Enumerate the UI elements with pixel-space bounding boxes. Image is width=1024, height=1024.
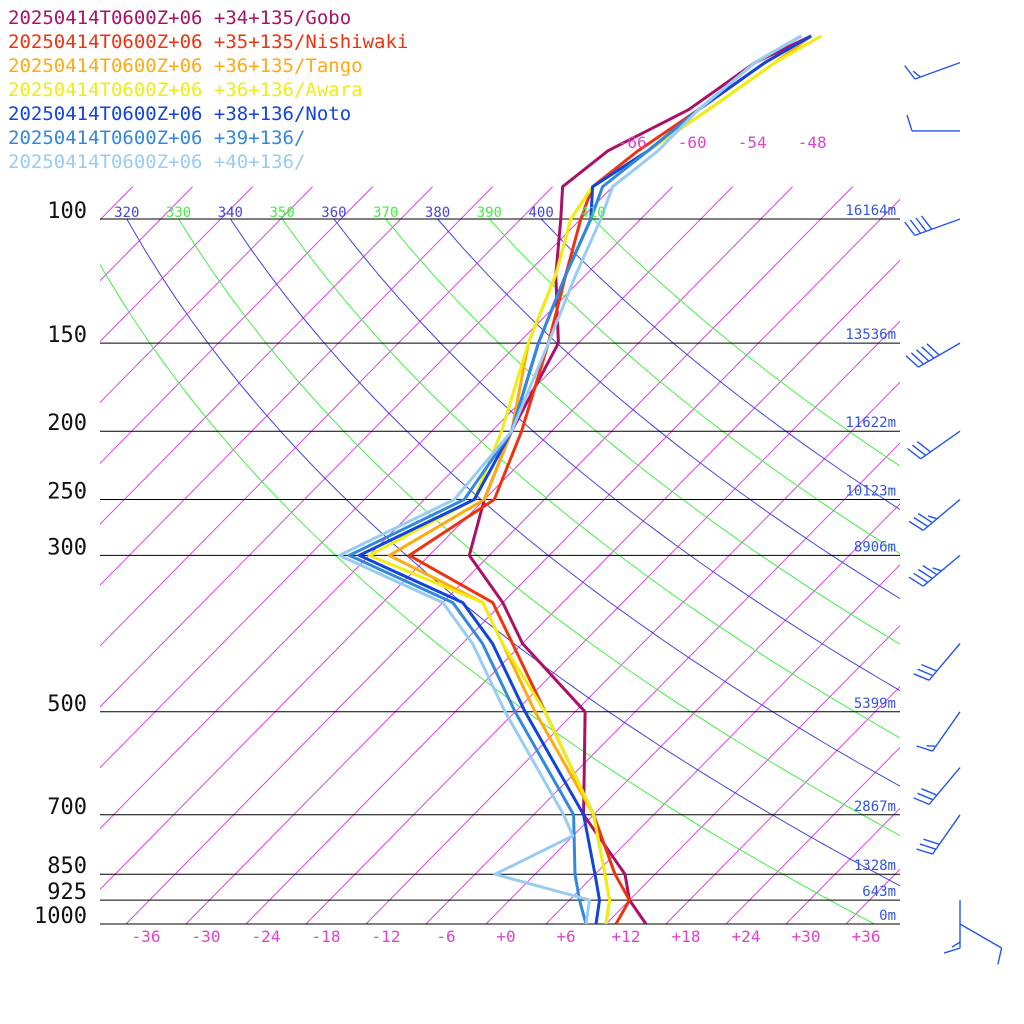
theta-label: 340 xyxy=(218,205,243,221)
theta-label: 390 xyxy=(477,205,502,221)
temperature-tick-label: -36 xyxy=(132,927,161,946)
temperature-tick-label: +30 xyxy=(792,927,821,946)
theta-label: 320 xyxy=(114,205,139,221)
pressure-label: 500 xyxy=(47,692,87,717)
isotherm-line xyxy=(100,186,433,525)
legend-entry: 20250414T0600Z+06 +35+135/Nishiwaki xyxy=(8,31,409,53)
isotherm-line xyxy=(725,746,900,924)
wind-barb xyxy=(908,554,961,587)
legend-entry: 20250414T0600Z+06 +38+136/Noto xyxy=(8,103,352,125)
isotherm-label: -54 xyxy=(738,133,767,152)
isotherm-label: -60 xyxy=(678,133,707,152)
pressure-label: 250 xyxy=(47,480,87,505)
legend-entry: 20250414T0600Z+06 +36+135/Tango xyxy=(8,55,363,77)
height-label: 10123m xyxy=(845,484,896,500)
pressure-label: 200 xyxy=(47,411,87,436)
isotherm-line xyxy=(100,186,373,465)
wind-barb xyxy=(906,114,960,132)
height-label: 13536m xyxy=(845,327,896,343)
isotherm-line xyxy=(100,186,313,404)
wind-barb xyxy=(913,643,961,681)
theta-line xyxy=(126,218,900,887)
height-label: 643m xyxy=(862,884,896,900)
height-label: 2867m xyxy=(854,799,896,815)
temperature-tick-label: -24 xyxy=(252,927,281,946)
theta-label: 360 xyxy=(321,205,346,221)
pressure-label: 925 xyxy=(47,880,87,905)
temperature-profile-line xyxy=(387,34,813,924)
pressure-label: 150 xyxy=(47,323,87,348)
pressure-label: 1000 xyxy=(34,904,87,929)
temperature-tick-label: +18 xyxy=(672,927,701,946)
wind-barb xyxy=(913,767,961,806)
isotherm-line xyxy=(0,187,13,924)
theta-label: 380 xyxy=(425,205,450,221)
pressure-label: 100 xyxy=(47,199,87,224)
temperature-profile-line xyxy=(467,34,812,924)
legend-entry: 20250414T0600Z+06 +39+136/ xyxy=(8,127,306,149)
theta-line xyxy=(592,218,900,467)
temperature-profile-line xyxy=(337,34,802,924)
temperature-tick-label: +0 xyxy=(496,927,515,946)
wind-barb xyxy=(905,342,961,368)
legend: 20250414T0600Z+06 +34+135/Gobo 20250414T0… xyxy=(8,6,408,174)
wind-barbs xyxy=(904,61,1003,965)
theta-line xyxy=(540,218,900,511)
temperature-tick-label: +12 xyxy=(612,927,641,946)
wind-barb xyxy=(943,900,961,954)
height-label: 0m xyxy=(879,908,896,924)
wind-barb xyxy=(959,923,1003,965)
theta-line xyxy=(229,218,900,787)
temperature-tick-label: -18 xyxy=(312,927,341,946)
temperature-profile-line xyxy=(407,34,812,924)
isotherm-line xyxy=(545,564,900,924)
wind-barb xyxy=(908,498,961,531)
isotherm-line xyxy=(100,186,253,343)
legend-entry: 20250414T0600Z+06 +34+135/Gobo xyxy=(8,7,352,29)
temperature-tick-label: -12 xyxy=(372,927,401,946)
pressure-label: 850 xyxy=(47,854,87,879)
height-label: 16164m xyxy=(845,203,896,219)
wind-barb xyxy=(906,430,961,460)
height-label: 5399m xyxy=(854,696,896,712)
legend-entry: 20250414T0600Z+06 +40+136/ xyxy=(8,151,306,173)
temperature-tick-label: -30 xyxy=(192,927,221,946)
theta-label: 370 xyxy=(373,205,398,221)
isotherm-line xyxy=(906,187,1024,924)
temperature-profile-line xyxy=(347,34,802,924)
theta-line xyxy=(437,218,900,600)
wind-barb xyxy=(916,814,961,855)
pressure-label: 700 xyxy=(47,795,87,820)
temperature-tick-label: +24 xyxy=(732,927,761,946)
height-label: 8906m xyxy=(854,539,896,555)
pressure-label: 300 xyxy=(47,535,87,560)
theta-label: 400 xyxy=(528,205,553,221)
height-label: 1328m xyxy=(854,858,896,874)
isobar-lines xyxy=(100,218,900,925)
wind-barb xyxy=(916,711,961,752)
isotherm-line xyxy=(665,685,900,924)
height-label: 11622m xyxy=(845,415,896,431)
temperature-tick-label: +36 xyxy=(852,927,881,946)
axis-labels: 100 16164m 150 13536m 200 11622m 250 10123m 300 8… xyxy=(34,133,896,946)
wind-barb xyxy=(904,215,961,237)
isotherm-label: -66 xyxy=(618,133,647,152)
wind-barb xyxy=(904,61,961,80)
theta-label: 350 xyxy=(270,205,295,221)
temperature-tick-label: -6 xyxy=(436,927,455,946)
theta-label: 410 xyxy=(580,205,605,221)
isotherm-label: -48 xyxy=(798,133,827,152)
temperature-profiles xyxy=(337,34,822,924)
theta-label: 330 xyxy=(166,205,191,221)
isotherm-line xyxy=(605,624,900,924)
potential-temperature-lines xyxy=(100,218,900,924)
legend-entry: 20250414T0600Z+06 +36+136/Awara xyxy=(8,79,363,101)
temperature-tick-label: +6 xyxy=(556,927,575,946)
